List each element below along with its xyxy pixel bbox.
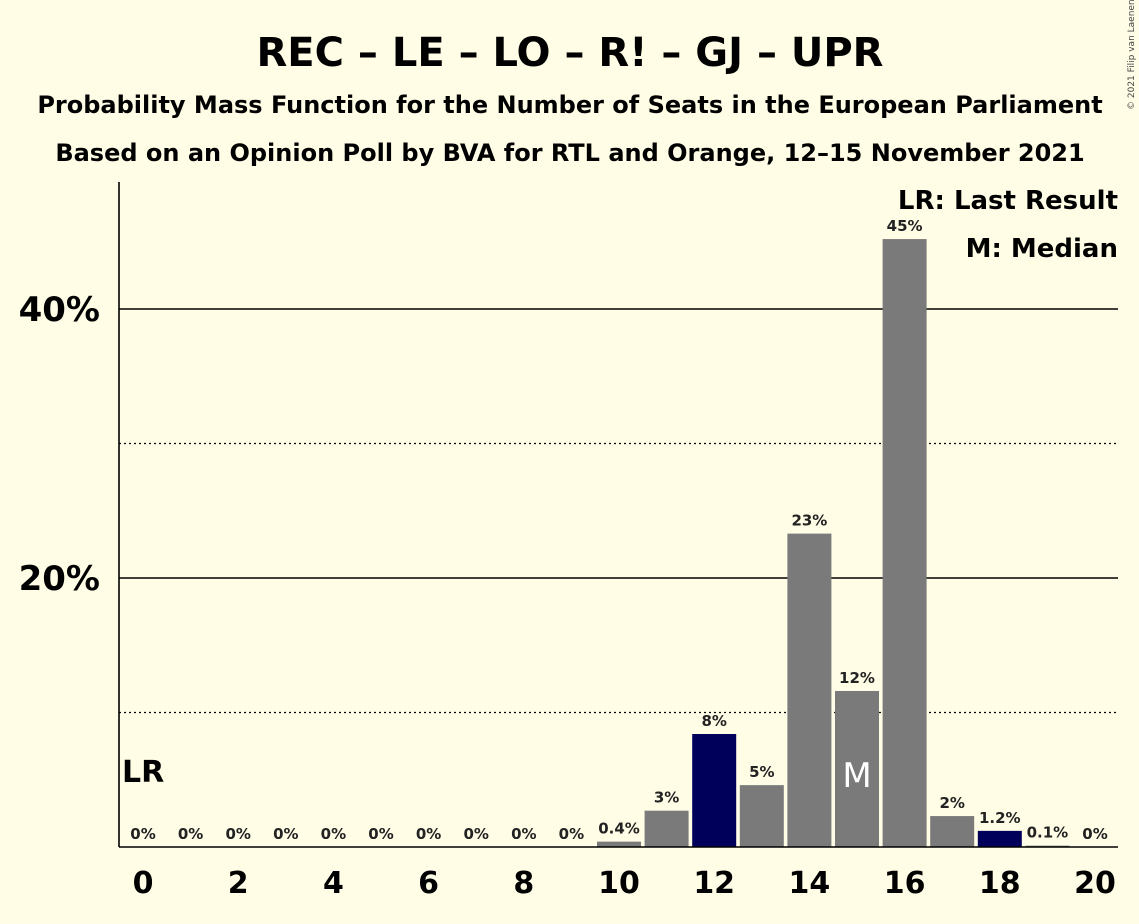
value-label-seat-6: 0% bbox=[416, 825, 441, 843]
legend-median: M: Median bbox=[966, 234, 1118, 264]
value-label-seat-20: 0% bbox=[1082, 825, 1107, 843]
value-label-seat-12: 8% bbox=[701, 712, 726, 730]
y-tick-label: 20% bbox=[19, 559, 100, 599]
bar-seat-18 bbox=[977, 830, 1022, 847]
x-tick-label: 8 bbox=[513, 866, 534, 901]
bar-seat-15 bbox=[835, 690, 879, 847]
bar-seat-12 bbox=[692, 734, 737, 847]
value-label-seat-8: 0% bbox=[511, 825, 536, 843]
value-label-seat-5: 0% bbox=[368, 825, 393, 843]
x-tick-label: 16 bbox=[884, 866, 926, 901]
value-labels-group: 0% 0% 0% 0% 0% 0% 0% 0% 0% 0% 0.4% 3% 8% 5% 23% 12% 45% 2… bbox=[122, 216, 1109, 845]
median-marker: M bbox=[842, 756, 871, 796]
x-tick-label: 18 bbox=[979, 866, 1021, 901]
chart-subtitle-2: Based on an Opinion Poll by BVA for RTL … bbox=[55, 139, 1084, 167]
x-tick-label: 0 bbox=[133, 866, 154, 901]
x-tick-label: 20 bbox=[1074, 866, 1116, 901]
value-label-seat-17: 2% bbox=[939, 794, 964, 812]
value-label-seat-4: 0% bbox=[321, 825, 346, 843]
x-tick-label: 12 bbox=[693, 866, 735, 901]
value-label-seat-0: 0% bbox=[130, 825, 155, 843]
bar-seat-14 bbox=[787, 533, 832, 847]
x-tick-label: 14 bbox=[789, 866, 831, 901]
value-label-seat-10: 0.4% bbox=[598, 820, 640, 838]
y-tick-label: 40% bbox=[19, 290, 100, 330]
chart-title: REC – LE – LO – R! – GJ – UPR bbox=[257, 30, 884, 76]
value-label-seat-7: 0% bbox=[463, 825, 488, 843]
value-label-seat-9: 0% bbox=[559, 825, 584, 843]
bar-seat-16 bbox=[882, 239, 927, 847]
x-tick-label: 2 bbox=[228, 866, 249, 901]
x-tick-label: 6 bbox=[418, 866, 439, 901]
bar-seat-13 bbox=[739, 785, 784, 847]
value-label-seat-13: 5% bbox=[749, 763, 774, 781]
bar-seat-17 bbox=[930, 816, 975, 847]
bar-seat-10 bbox=[597, 841, 641, 847]
value-label-seat-16: 45% bbox=[887, 217, 923, 235]
axes-group: 20% 40% 0 2 4 6 8 10 12 14 16 18 20 bbox=[19, 182, 1118, 901]
legend-last-result: LR: Last Result bbox=[898, 186, 1118, 216]
chart-subtitle-1: Probability Mass Function for the Number… bbox=[37, 91, 1102, 119]
x-tick-label: 10 bbox=[598, 866, 640, 901]
copyright-notice: © 2021 Filip van Laenen bbox=[1127, 0, 1137, 110]
value-label-seat-14: 23% bbox=[791, 512, 827, 530]
value-label-seat-19: 0.1% bbox=[1027, 824, 1069, 842]
bars-group bbox=[597, 239, 1070, 847]
value-label-seat-15: 12% bbox=[839, 669, 875, 687]
value-label-seat-3: 0% bbox=[273, 825, 298, 843]
value-label-seat-2: 0% bbox=[225, 825, 250, 843]
x-tick-label: 4 bbox=[323, 866, 344, 901]
grid-lines bbox=[119, 308, 1118, 714]
bar-seat-11 bbox=[644, 810, 689, 847]
last-result-marker: LR bbox=[122, 755, 164, 790]
value-label-seat-11: 3% bbox=[654, 789, 679, 807]
value-label-seat-18: 1.2% bbox=[979, 809, 1021, 827]
value-label-seat-1: 0% bbox=[178, 825, 203, 843]
